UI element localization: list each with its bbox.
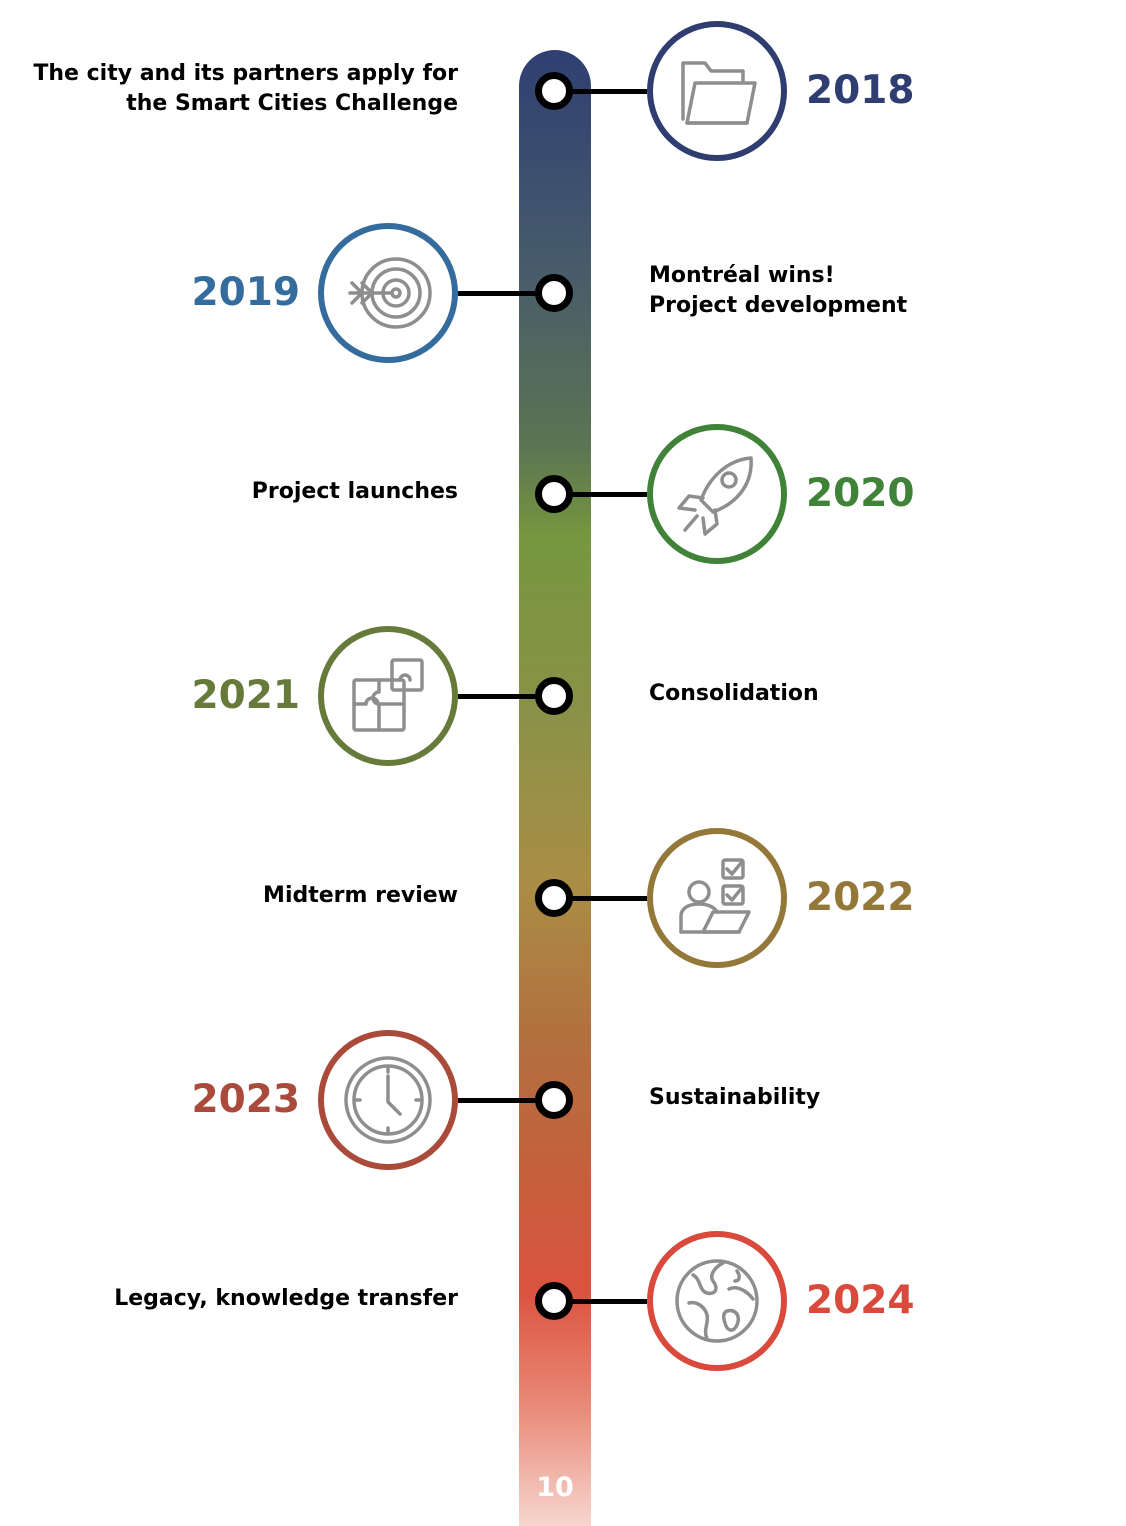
- year-icon-ring: [318, 223, 458, 363]
- year-icon-ring: [647, 21, 787, 161]
- event-description-line: The city and its partners apply for: [33, 61, 458, 86]
- connector-line: [554, 492, 647, 497]
- timeline-node: [535, 677, 573, 715]
- connector-line: [554, 896, 647, 901]
- event-description-line: Legacy, knowledge transfer: [114, 1286, 458, 1311]
- target-arrow-icon: [348, 257, 432, 329]
- event-year: 2018: [806, 68, 915, 113]
- event-description: Midterm review: [263, 881, 458, 911]
- event-year: 2019: [191, 270, 300, 315]
- event-description-line: Project development: [649, 293, 908, 318]
- puzzle-icon: [352, 658, 424, 732]
- year-icon-ring: [647, 424, 787, 564]
- clock-icon: [344, 1056, 432, 1144]
- timeline-node: [535, 72, 573, 110]
- event-year: 2021: [191, 673, 300, 718]
- year-icon-ring: [318, 1030, 458, 1170]
- event-description-line: the Smart Cities Challenge: [126, 91, 458, 116]
- event-description-line: Midterm review: [263, 883, 458, 908]
- timeline-node: [535, 1081, 573, 1119]
- globe-icon: [675, 1259, 759, 1343]
- event-description-line: Montréal wins!: [649, 263, 835, 288]
- connector-line: [458, 694, 554, 699]
- timeline-node: [535, 1282, 573, 1320]
- event-description: The city and its partners apply for the S…: [33, 59, 458, 119]
- event-description: Project launches: [252, 477, 458, 507]
- event-year: 2020: [806, 471, 915, 516]
- page-number: 10: [536, 1472, 574, 1503]
- timeline-node: [535, 879, 573, 917]
- year-icon-ring: [318, 626, 458, 766]
- event-description: Legacy, knowledge transfer: [114, 1284, 458, 1314]
- connector-line: [554, 1299, 647, 1304]
- year-icon-ring: [647, 828, 787, 968]
- event-description-line: Sustainability: [649, 1085, 821, 1110]
- event-description: Montréal wins! Project development: [649, 261, 907, 321]
- timeline-node: [535, 274, 573, 312]
- rocket-icon: [677, 456, 753, 536]
- event-year: 2024: [806, 1278, 915, 1323]
- event-year: 2023: [191, 1077, 300, 1122]
- connector-line: [554, 89, 647, 94]
- event-description-line: Consolidation: [649, 681, 819, 706]
- timeline-node: [535, 475, 573, 513]
- year-icon-ring: [647, 1231, 787, 1371]
- connector-line: [458, 1098, 554, 1103]
- folder-icon: [681, 61, 757, 125]
- connector-line: [458, 291, 554, 296]
- event-description: Consolidation: [649, 679, 819, 709]
- person-checklist-icon: [679, 858, 751, 934]
- event-description: Sustainability: [649, 1083, 820, 1113]
- event-description-line: Project launches: [251, 479, 458, 504]
- event-year: 2022: [806, 875, 915, 920]
